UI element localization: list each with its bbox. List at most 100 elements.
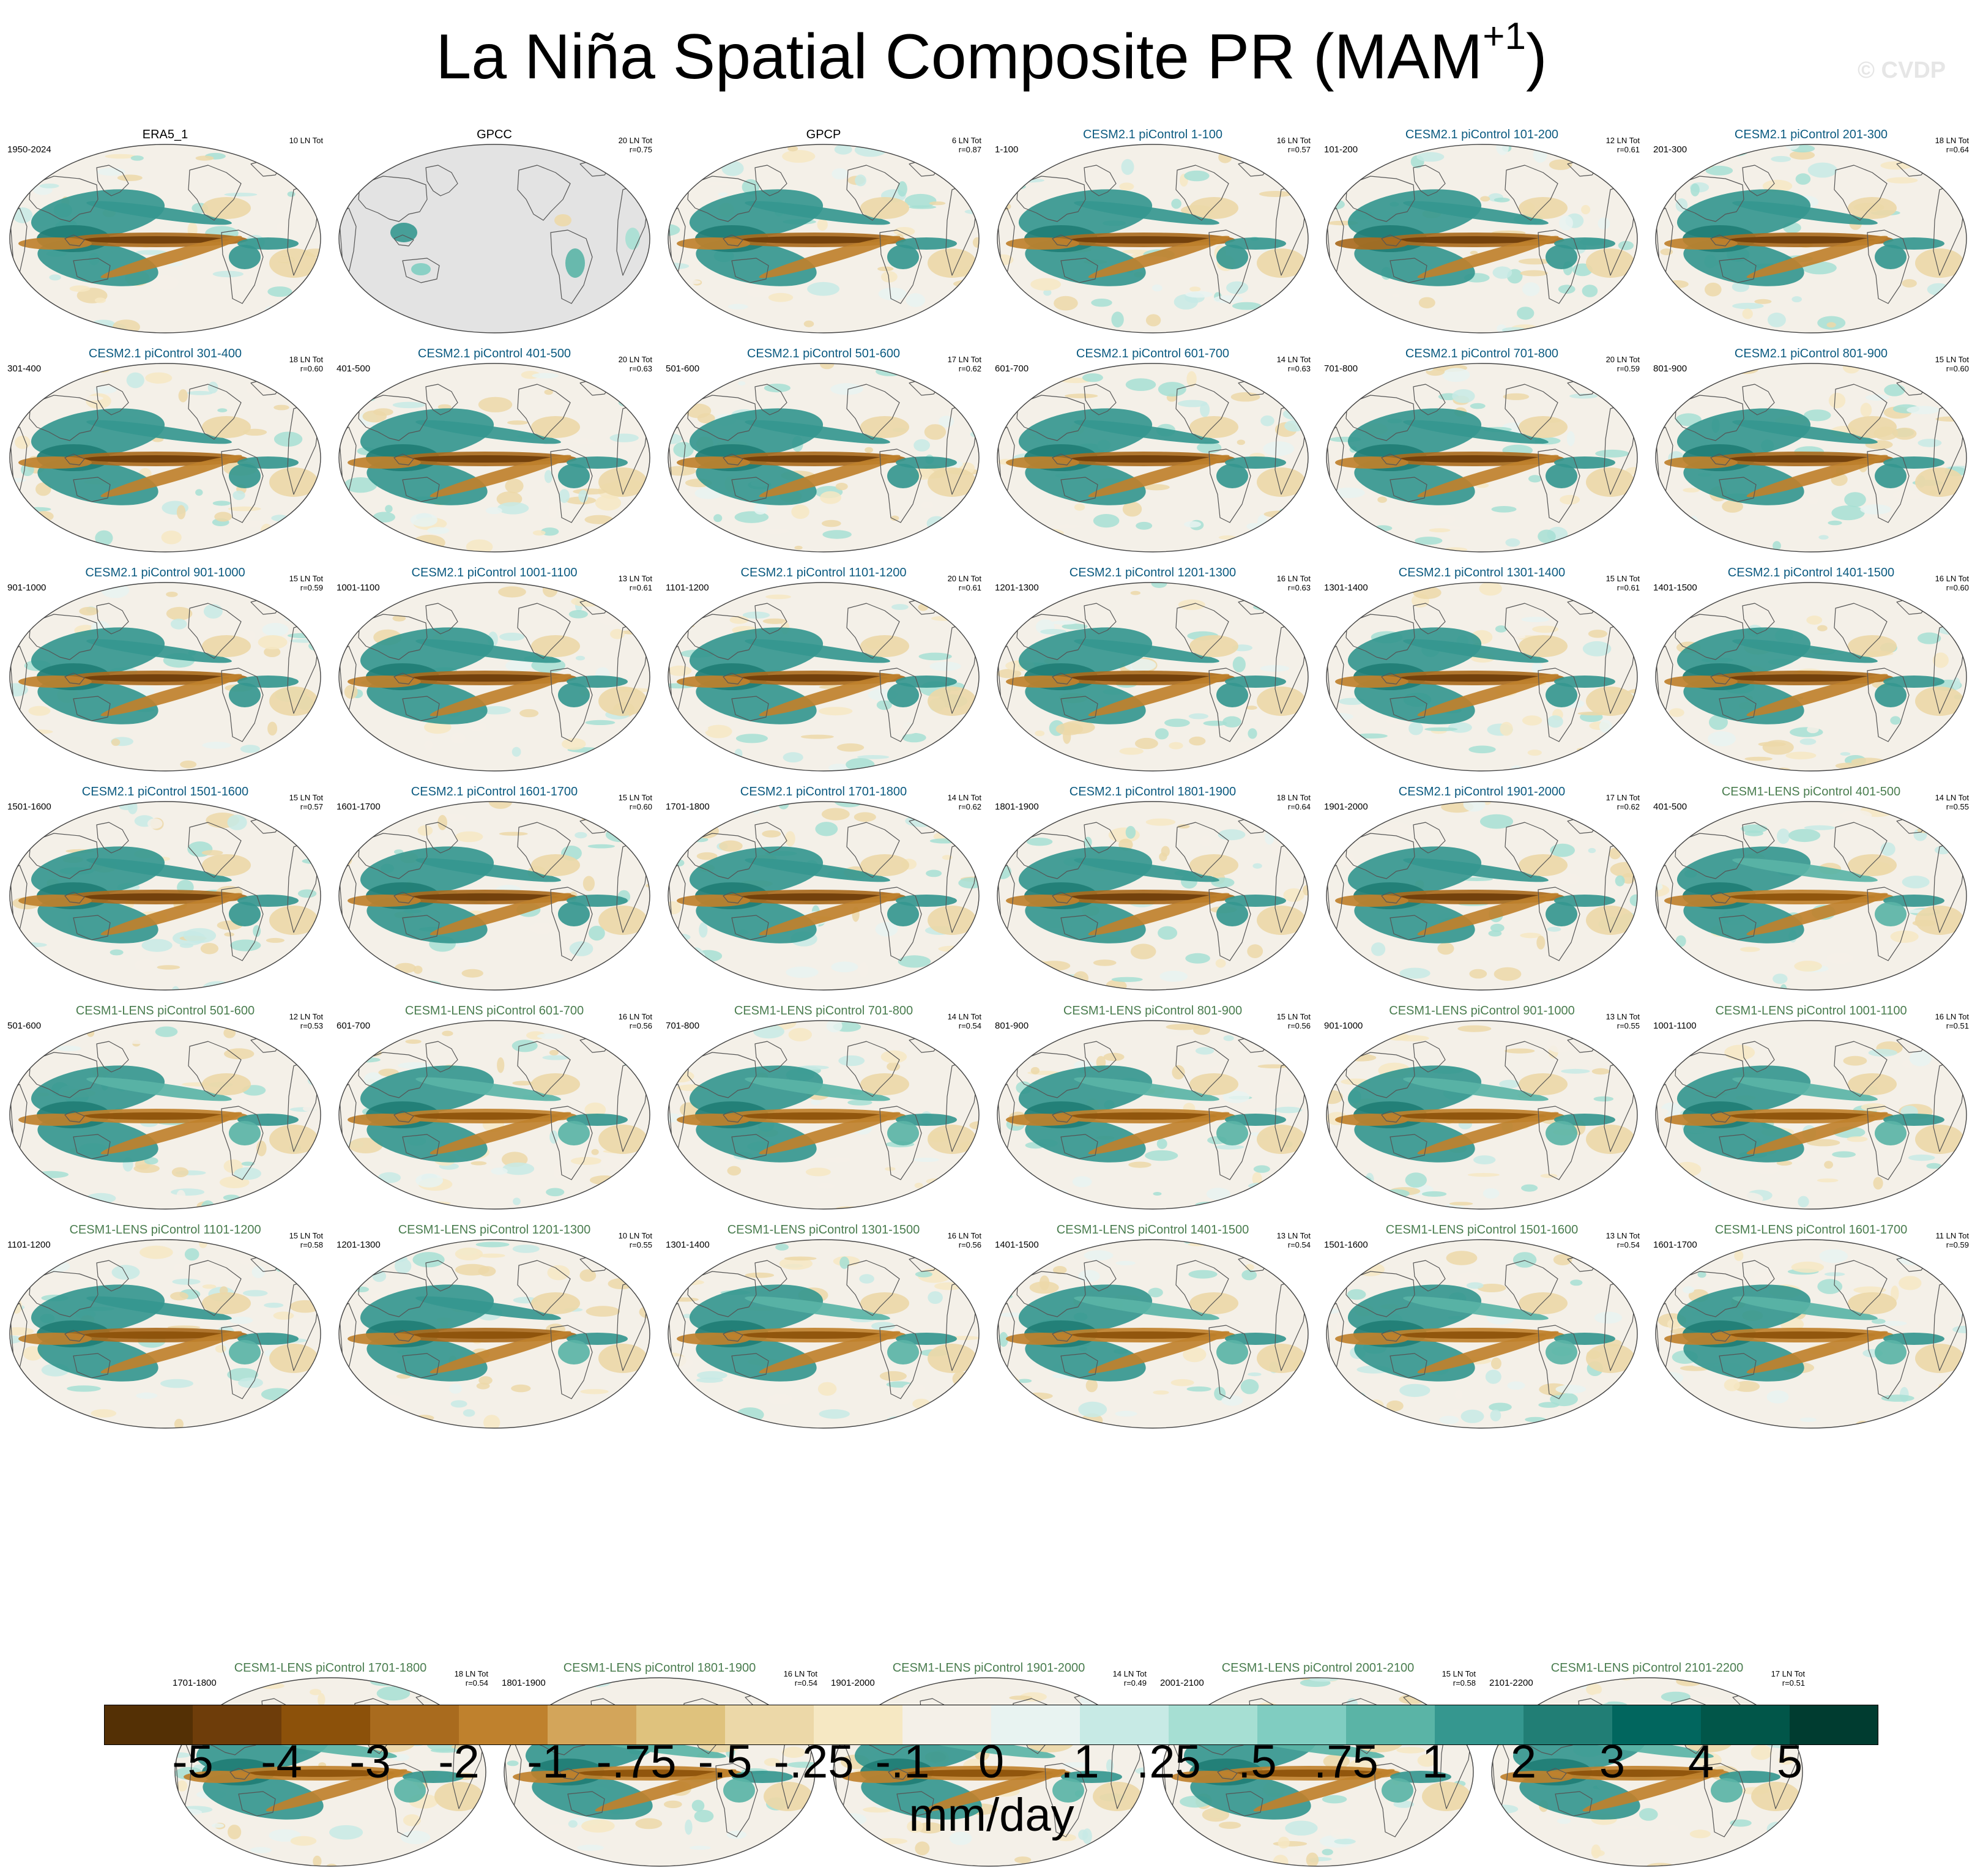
panel-title: CESM1-LENS piControl 1201-1300	[372, 1223, 617, 1237]
panel-map	[1652, 360, 1970, 562]
colorbar-tick-label: -.75	[593, 1735, 679, 1790]
panel-title: CESM2.1 piControl 501-600	[701, 346, 946, 361]
panel-title: CESM1-LENS piControl 2101-2200	[1525, 1661, 1769, 1675]
panel-title: CESM2.1 piControl 401-500	[372, 346, 617, 361]
panel-title: CESM2.1 piControl 101-200	[1360, 127, 1604, 142]
panel-map	[335, 360, 653, 562]
panel-title: CESM2.1 piControl 701-800	[1360, 346, 1604, 361]
panel-title: GPCP	[701, 127, 946, 142]
panel-map	[664, 1017, 983, 1219]
figure-title: La Niña Spatial Composite PR (MAM+1)	[0, 17, 1983, 97]
panel-map	[994, 1017, 1312, 1219]
panel-map	[1323, 141, 1641, 343]
panel-map	[1323, 1236, 1641, 1438]
panel-title: CESM2.1 piControl 1001-1100	[372, 565, 617, 580]
panel-title: CESM1-LENS piControl 1801-1900	[537, 1661, 782, 1675]
panel-map	[994, 1236, 1312, 1438]
panel-map	[1652, 1236, 1970, 1438]
title-superscript: +1	[1483, 15, 1526, 58]
panel-title: GPCC	[372, 127, 617, 142]
colorbar-unit-label: mm/day	[0, 1788, 1983, 1843]
colorbar-tick-label: 3	[1569, 1735, 1655, 1790]
colorbar-tick-label: .25	[1126, 1735, 1211, 1790]
panel-title: CESM2.1 piControl 1101-1200	[701, 565, 946, 580]
panel-map	[1323, 798, 1641, 1000]
panel-map	[994, 579, 1312, 781]
panel-title: CESM1-LENS piControl 1601-1700	[1689, 1223, 1933, 1237]
panel-map	[335, 1017, 653, 1219]
colorbar-tick-label: -4	[239, 1735, 324, 1790]
panel-title: CESM2.1 piControl 1601-1700	[372, 784, 617, 799]
panel-title: CESM2.1 piControl 301-400	[43, 346, 288, 361]
panel-map	[6, 1017, 324, 1219]
panel-map	[994, 141, 1312, 343]
panel-title: CESM2.1 piControl 201-300	[1689, 127, 1933, 142]
panel-title: CESM2.1 piControl 1301-1400	[1360, 565, 1604, 580]
panel-map	[6, 360, 324, 562]
panel-title: CESM1-LENS piControl 1101-1200	[43, 1223, 288, 1237]
panel-title: ERA5_1	[43, 127, 288, 142]
panel-title: CESM2.1 piControl 1401-1500	[1689, 565, 1933, 580]
panel-map	[1652, 1017, 1970, 1219]
panel-title: CESM2.1 piControl 901-1000	[43, 565, 288, 580]
colorbar-tick-label: 1	[1392, 1735, 1478, 1790]
panel-map	[1652, 579, 1970, 781]
panel-map	[335, 141, 653, 343]
panel-title: CESM1-LENS piControl 1001-1100	[1689, 1003, 1933, 1018]
panel-title: CESM1-LENS piControl 601-700	[372, 1003, 617, 1018]
colorbar-tick-label: .1	[1037, 1735, 1123, 1790]
panel-title: CESM2.1 piControl 801-900	[1689, 346, 1933, 361]
panel-title: CESM1-LENS piControl 2001-2100	[1196, 1661, 1440, 1675]
panel-map	[6, 141, 324, 343]
panel-title: CESM1-LENS piControl 1701-1800	[208, 1661, 453, 1675]
panel-title: CESM1-LENS piControl 1401-1500	[1030, 1223, 1275, 1237]
panel-title: CESM2.1 piControl 1-100	[1030, 127, 1275, 142]
panel-map	[664, 579, 983, 781]
panel-title: CESM2.1 piControl 601-700	[1030, 346, 1275, 361]
panel-title: CESM2.1 piControl 1801-1900	[1030, 784, 1275, 799]
panel-map	[664, 141, 983, 343]
colorbar-tick-label: .75	[1303, 1735, 1389, 1790]
panel-map	[6, 579, 324, 781]
colorbar-tick-label: 5	[1747, 1735, 1832, 1790]
panel-title: CESM1-LENS piControl 801-900	[1030, 1003, 1275, 1018]
panel-map	[994, 798, 1312, 1000]
colorbar-tick-label: -3	[327, 1735, 413, 1790]
panel-map	[1323, 579, 1641, 781]
colorbar-tick-label: -2	[416, 1735, 502, 1790]
colorbar-tick-label: 4	[1658, 1735, 1744, 1790]
panel-map	[335, 798, 653, 1000]
colorbar-tick-label: -1	[505, 1735, 590, 1790]
colorbar-tick-label: 2	[1481, 1735, 1566, 1790]
colorbar-tick-label: -.5	[682, 1735, 768, 1790]
panel-title: CESM1-LENS piControl 901-1000	[1360, 1003, 1604, 1018]
panel-title: CESM1-LENS piControl 1301-1500	[701, 1223, 946, 1237]
colorbar-tick-label: -.1	[860, 1735, 945, 1790]
